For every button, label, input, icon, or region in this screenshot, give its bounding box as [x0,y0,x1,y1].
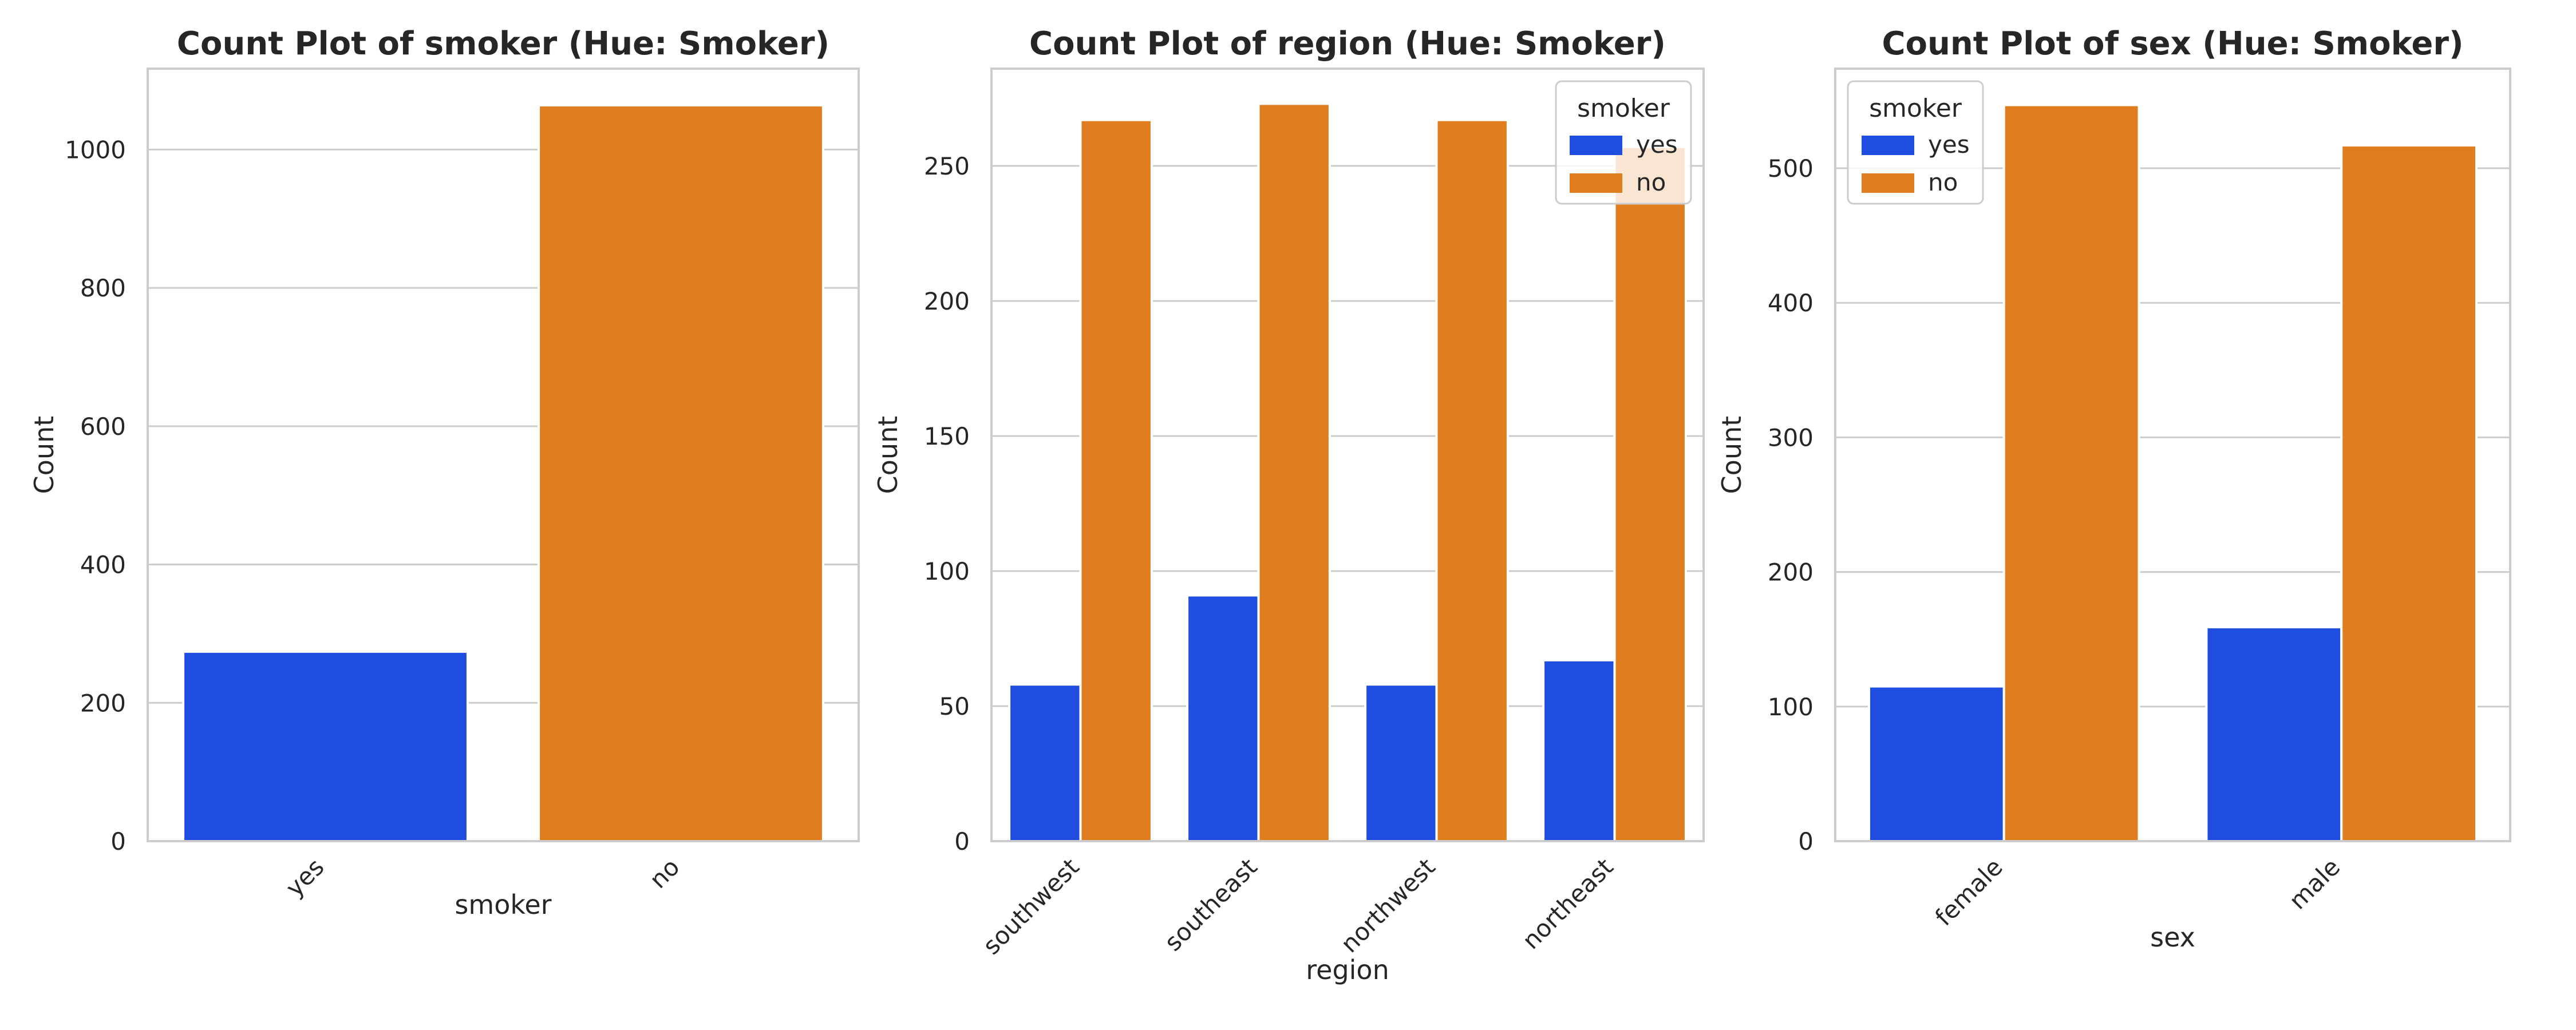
bar-no-no [538,104,824,842]
plot-frame [1834,68,2511,842]
y-tick-label: 300 [1768,423,1814,451]
y-tick-label: 100 [1768,693,1814,721]
legend-title: smoker [1869,94,1962,123]
y-tick-label: 150 [924,422,970,450]
chart-title: Count Plot of region (Hue: Smoker) [1029,25,1666,62]
bar-no-southwest [1079,118,1153,843]
legend-swatch-yes [1570,136,1622,155]
legend-box [1847,80,1984,205]
x-axis-label: sex [2150,922,2195,953]
y-tick-label: 0 [1798,827,1814,855]
y-tick-label: 400 [80,551,126,579]
y-tick-label: 1000 [65,136,126,164]
legend: smoker yes no [1555,80,1692,205]
x-axis-label: smoker [455,889,551,920]
bar-no-female [2002,104,2140,843]
legend-label-no: no [1928,168,1958,196]
bar-yes-yes [182,650,469,842]
bar-yes-female [1867,685,2005,843]
x-axis-label: region [1306,954,1389,985]
legend-label-yes: yes [1928,130,1970,159]
chart-title: Count Plot of smoker (Hue: Smoker) [177,25,829,62]
y-tick-label: 50 [939,692,970,720]
bar-yes-southeast [1186,594,1260,843]
bar-no-northeast [1613,145,1687,843]
y-tick-label: 500 [1768,154,1814,183]
bar-no-southeast [1257,102,1331,842]
legend-label-yes: yes [1636,130,1678,159]
y-tick-label: 200 [1768,558,1814,587]
legend-swatch-no [1862,173,1914,193]
bar-no-northwest [1435,118,1509,843]
bar-yes-male [2205,626,2343,842]
y-tick-label: 0 [110,827,126,855]
y-tick-label: 250 [924,152,970,180]
plot-frame [147,68,860,842]
y-tick-label: 600 [80,413,126,441]
chart-title: Count Plot of sex (Hue: Smoker) [1882,25,2463,62]
legend-label-no: no [1636,168,1666,196]
y-tick-label: 400 [1768,289,1814,317]
y-tick-label: 200 [80,689,126,717]
bar-yes-southwest [1008,683,1082,842]
legend-swatch-no [1570,173,1622,193]
bar-no-male [2340,144,2478,843]
y-axis-label: Count [1716,416,1747,494]
y-tick-label: 800 [80,274,126,302]
bar-yes-northwest [1364,683,1438,842]
y-tick-label: 0 [954,827,970,855]
y-tick-label: 100 [924,557,970,585]
y-axis-label: Count [29,416,60,494]
legend-swatch-yes [1862,136,1914,155]
bar-yes-northeast [1542,659,1616,842]
legend-box [1555,80,1692,205]
y-tick-label: 200 [924,287,970,315]
legend: smoker yes no [1847,80,1984,205]
legend-title: smoker [1577,94,1670,123]
plot-frame [990,68,1705,842]
y-axis-label: Count [872,416,903,494]
